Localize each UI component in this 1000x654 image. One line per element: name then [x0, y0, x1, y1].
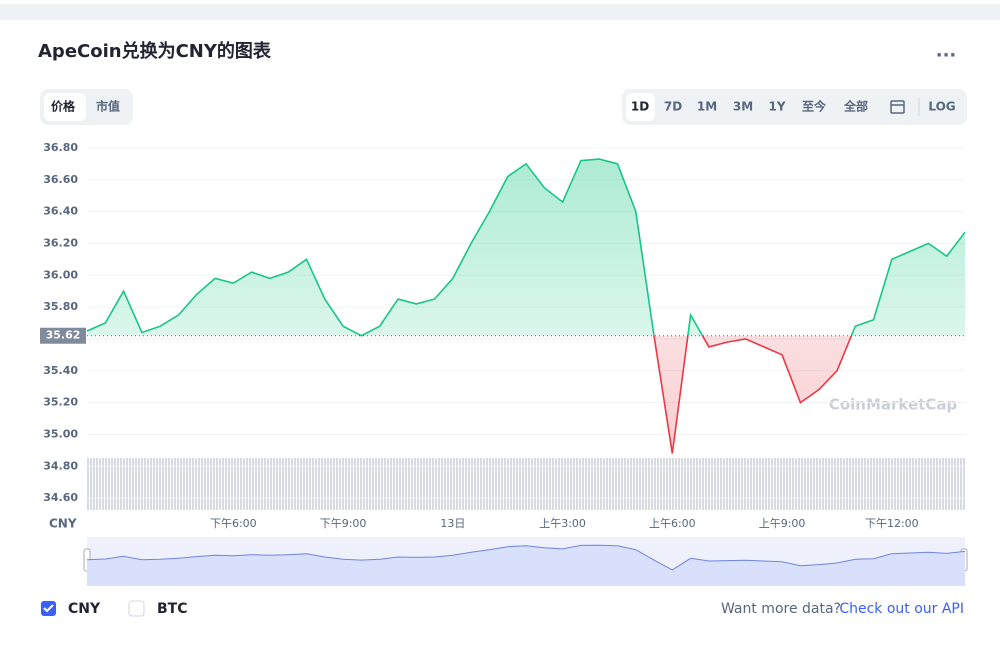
log-button[interactable]: LOG: [928, 100, 955, 114]
y-tick-label: 34.80: [43, 459, 78, 472]
y-tick-label: 34.60: [43, 491, 78, 504]
range-active: [626, 93, 655, 121]
view-tab[interactable]: 市值: [96, 99, 120, 114]
y-unit: CNY: [49, 517, 77, 531]
nav-area: [87, 545, 965, 586]
y-tick-label: 36.00: [43, 268, 78, 281]
x-tick-label: 13日: [440, 517, 465, 530]
x-tick-label: 下午9:00: [320, 517, 367, 530]
check-mark: [43, 604, 54, 613]
area-down: [654, 335, 852, 454]
legend-label[interactable]: BTC: [157, 601, 188, 617]
x-tick-label: 上午9:00: [759, 517, 806, 530]
more-menu[interactable]: ···: [936, 45, 957, 66]
reference-label: 35.62: [46, 329, 81, 342]
x-tick-label: 下午6:00: [210, 517, 257, 530]
price-line-down: [359, 335, 853, 454]
y-tick-label: 36.60: [43, 173, 78, 186]
y-tick-label: 35.80: [43, 300, 78, 313]
y-tick-label: 36.20: [43, 236, 78, 249]
cta-text: Want more data?: [721, 601, 841, 617]
price-line-up: [86, 158, 966, 336]
range-tab[interactable]: 1Y: [768, 100, 785, 114]
y-tick-label: 36.40: [43, 205, 78, 218]
range-tab[interactable]: 3M: [733, 100, 753, 114]
x-tick-label: 上午6:00: [649, 517, 696, 530]
top-bar: [0, 4, 1000, 20]
area-up: [87, 159, 965, 336]
nav-line: [86, 544, 966, 571]
range-tab[interactable]: 1M: [697, 100, 717, 114]
title: ApeCoin兑换为CNY的图表: [38, 40, 272, 62]
range-tab[interactable]: 1D: [631, 100, 649, 114]
y-tick-label: 36.80: [43, 141, 78, 154]
y-tick-label: 35.20: [43, 396, 78, 409]
reference-box: [40, 327, 86, 344]
y-tick-label: 35.40: [43, 364, 78, 377]
range-tab[interactable]: 全部: [843, 99, 868, 114]
calendar-icon[interactable]: [890, 100, 905, 114]
cta-link[interactable]: Check out our API: [839, 601, 964, 617]
range-toggle: [622, 89, 967, 125]
y-tick-label: 35.00: [43, 427, 78, 440]
legend-label[interactable]: CNY: [68, 601, 101, 617]
range-tab[interactable]: 7D: [664, 100, 682, 114]
x-tick-label: 下午12:00: [865, 517, 919, 530]
checkbox[interactable]: [128, 600, 145, 617]
range-tab[interactable]: 至今: [802, 99, 827, 114]
watermark: CoinMarketCap: [829, 396, 958, 414]
view-tab[interactable]: 价格: [51, 99, 76, 114]
x-tick-label: 上午3:00: [539, 517, 586, 530]
view-active: [44, 93, 86, 121]
